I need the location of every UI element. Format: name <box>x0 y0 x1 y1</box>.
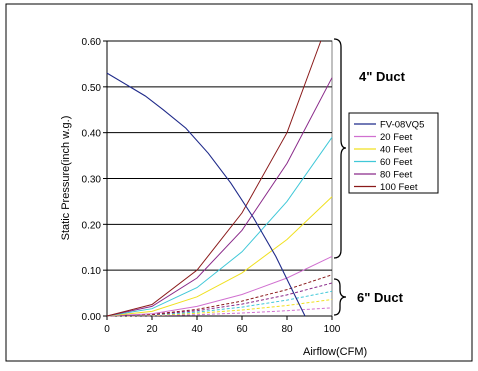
series-group <box>106 40 333 317</box>
annotation-6in-duct: 6" Duct <box>357 290 404 305</box>
y-tick-label: 0.20 <box>82 220 102 231</box>
x-tick-label: 40 <box>191 324 203 335</box>
x-tick-labels: 0 20 40 60 80 100 <box>104 324 341 335</box>
x-axis-label: Airflow(CFM) <box>303 346 367 358</box>
duct-4in-brace <box>333 38 347 259</box>
x-tick-label: 20 <box>146 324 158 335</box>
y-tick-label: 0.00 <box>82 312 102 323</box>
y-tick-label: 0.30 <box>82 175 102 186</box>
legend-label: 40 Feet <box>380 145 413 156</box>
duct-6in-brace <box>333 278 347 316</box>
duct-4in-series-line <box>106 137 333 317</box>
legend-label: 20 Feet <box>380 132 413 143</box>
y-tick-label: 0.60 <box>82 37 102 48</box>
y-tick-label: 0.50 <box>82 83 102 94</box>
annotation-4in-duct: 4" Duct <box>359 69 406 84</box>
y-tick-label: 0.40 <box>82 129 102 140</box>
duct-4in-series-line <box>106 40 322 317</box>
duct-4in-series-line <box>106 77 333 317</box>
duct-4in-series-line <box>106 255 333 317</box>
duct-6in-series-line <box>106 274 333 317</box>
y-axis-label: Static Pressure(inch w.g.) <box>60 116 72 241</box>
legend-box <box>348 112 439 194</box>
duct-4in-series-line <box>106 196 333 317</box>
x-tick-label: 60 <box>236 324 248 335</box>
fan-curve-line <box>106 72 306 317</box>
legend-label: 100 Feet <box>380 182 418 193</box>
x-tick-label: 0 <box>104 324 110 335</box>
y-tick-label: 0.10 <box>82 266 102 277</box>
legend-label: 60 Feet <box>380 157 413 168</box>
x-tick-label: 80 <box>281 324 293 335</box>
legend-label: 80 Feet <box>380 170 413 181</box>
legend-label: FV-08VQ5 <box>380 120 424 131</box>
x-tick-label: 100 <box>324 324 341 335</box>
y-tick-labels: 0.00 0.10 0.20 0.30 0.40 0.50 0.60 <box>82 37 102 323</box>
